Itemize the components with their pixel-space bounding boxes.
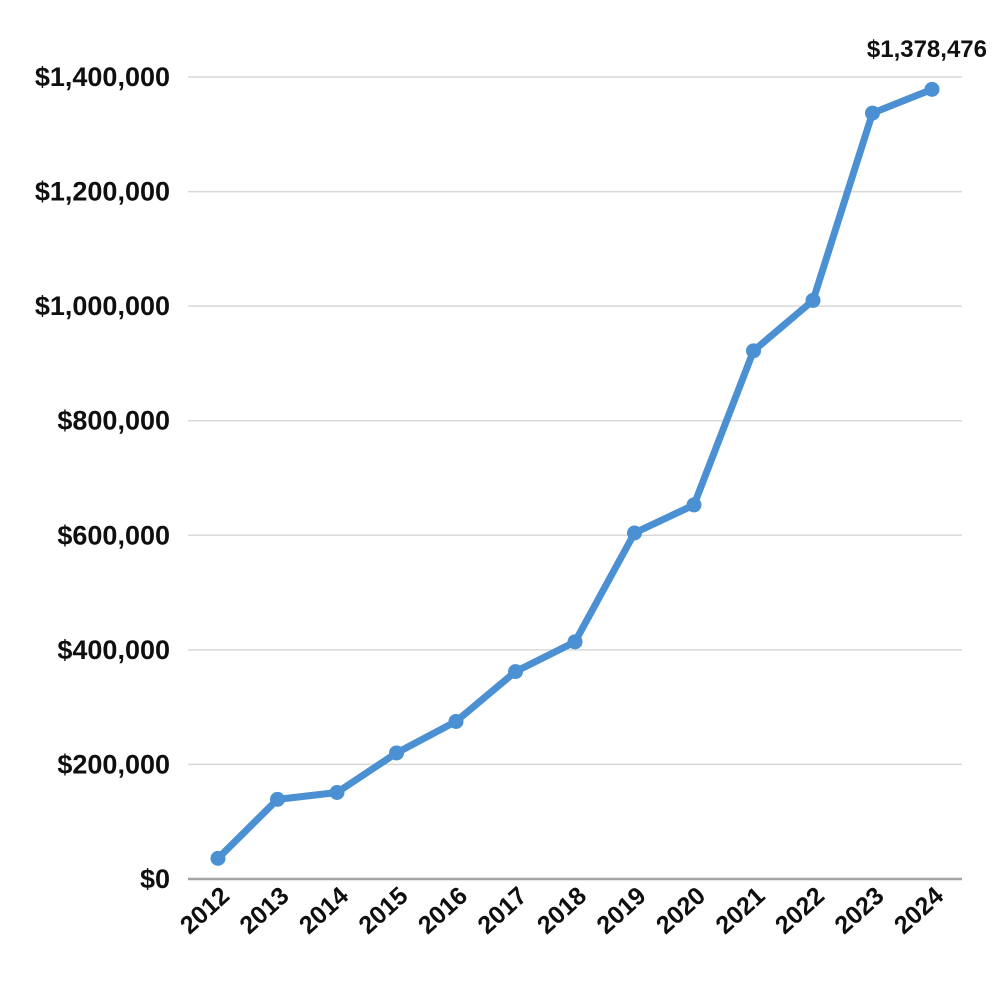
data-point <box>924 81 940 97</box>
data-point <box>270 791 285 807</box>
y-axis-tick-label: $1,000,000 <box>35 291 170 321</box>
data-point <box>865 105 880 121</box>
x-axis-tick-label: 2022 <box>770 882 830 940</box>
y-axis-tick-label: $1,400,000 <box>35 62 170 92</box>
y-axis-tick-label: $600,000 <box>57 520 170 550</box>
x-axis-tick-label: 2024 <box>889 882 949 940</box>
x-axis-tick-label: 2016 <box>413 882 473 940</box>
x-axis-tick-label: 2013 <box>234 882 294 940</box>
data-point <box>567 634 583 650</box>
x-axis-tick-label: 2020 <box>651 882 711 940</box>
y-axis-tick-label: $800,000 <box>57 406 170 436</box>
y-axis-tick-label: $1,200,000 <box>35 177 170 207</box>
data-point <box>508 664 523 680</box>
data-point <box>805 292 821 308</box>
x-axis-tick-label: 2017 <box>472 882 532 940</box>
y-axis-tick-label: $0 <box>140 864 170 894</box>
x-axis-tick-label: 2012 <box>175 882 235 940</box>
x-axis-tick-label: 2015 <box>353 882 413 940</box>
data-point <box>448 713 464 729</box>
data-point <box>210 850 226 866</box>
data-line <box>214 85 936 862</box>
data-point <box>746 343 761 359</box>
y-axis-tick-label: $400,000 <box>57 635 170 665</box>
x-axis-tick-label: 2014 <box>294 882 354 940</box>
x-axis-tick-label: 2023 <box>829 882 889 940</box>
x-axis-tick-label: 2018 <box>532 882 592 940</box>
data-point <box>627 525 642 541</box>
data-point <box>686 497 702 513</box>
data-point <box>389 745 404 761</box>
x-axis-tick-label: 2019 <box>591 882 651 940</box>
data-point <box>329 784 345 800</box>
y-axis-tick-label: $200,000 <box>57 749 170 779</box>
x-axis-tick-label: 2021 <box>710 882 770 940</box>
last-point-value-label: $1,378,476 <box>867 36 987 63</box>
